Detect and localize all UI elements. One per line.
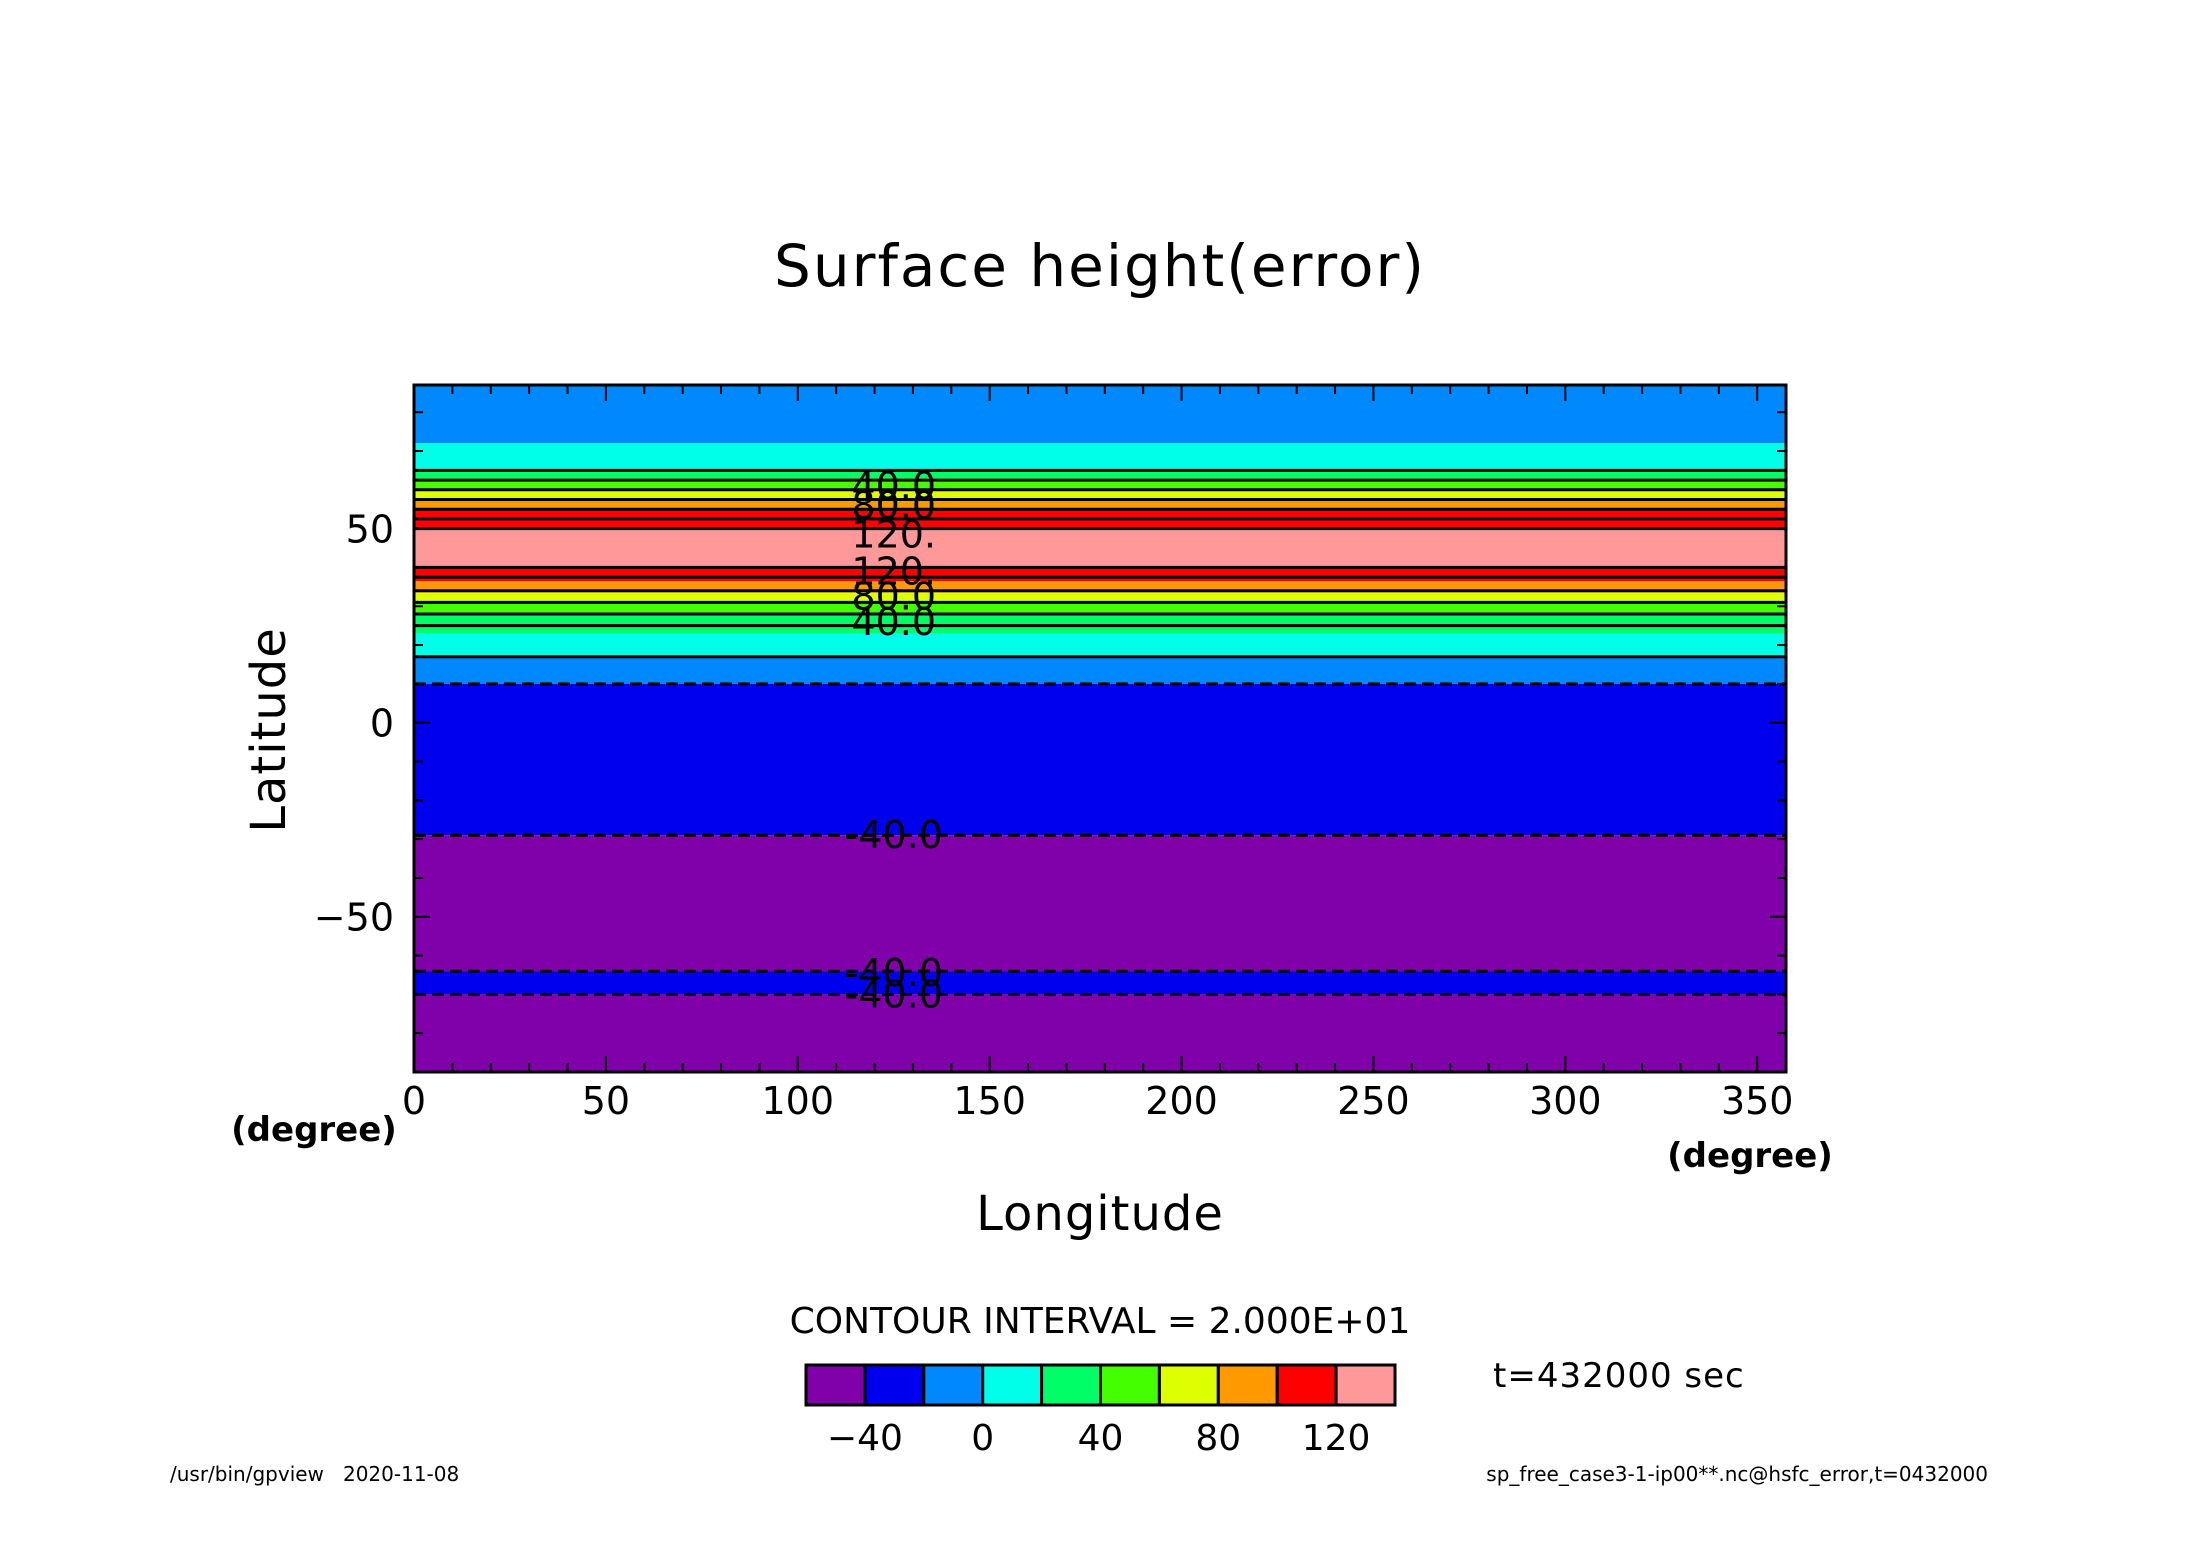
- y-tick-label-50: 50: [346, 508, 394, 552]
- colorbar-tick-label-3: 80: [1195, 1418, 1241, 1459]
- plot-frame: [412, 383, 1788, 1074]
- color-bands: [414, 385, 1786, 1072]
- colorbar-cell-5: [1099, 1363, 1161, 1407]
- band-7: [414, 528, 1786, 568]
- x-unit-label: (degree): [1667, 1136, 1833, 1176]
- x-tick-label-300: 300: [1529, 1079, 1602, 1123]
- contour-interval-label: CONTOUR INTERVAL = 2.000E+01: [790, 1301, 1411, 1342]
- x-tick-label-350: 350: [1721, 1079, 1794, 1123]
- band-11: [414, 602, 1786, 614]
- colorbar: [804, 1363, 1397, 1407]
- time-label: t=432000 sec: [1493, 1356, 1745, 1396]
- band-1: [414, 443, 1786, 471]
- x-tick-label-150: 150: [953, 1079, 1026, 1123]
- colorbar-tick-label-2: 40: [1078, 1418, 1124, 1459]
- band-13: [414, 633, 1786, 657]
- colorbar-tick-label-0: −40: [827, 1418, 903, 1459]
- colorbar-tick-label-4: 120: [1302, 1418, 1371, 1459]
- band-14: [414, 656, 1786, 684]
- colorbar-cell-8: [1275, 1363, 1338, 1407]
- y-axis-label: Latitude: [241, 627, 297, 833]
- band-0: [414, 385, 1786, 444]
- y-unit-label: (degree): [231, 1110, 397, 1150]
- chart-title: Surface height(error): [774, 232, 1426, 300]
- y-tick-label--50: −50: [314, 896, 394, 940]
- band-2: [414, 470, 1786, 481]
- band-17: [414, 971, 1786, 995]
- band-9: [414, 581, 1786, 593]
- band-3: [414, 480, 1786, 490]
- band-18: [414, 994, 1786, 1072]
- x-tick-label-100: 100: [762, 1079, 835, 1123]
- colorbar-cell-1: [863, 1363, 926, 1407]
- band-5: [414, 499, 1786, 510]
- contour-label-2: 120.: [851, 512, 936, 556]
- contour-label-3: 120.: [851, 549, 936, 593]
- footer-right: sp_free_case3-1-ip00**.nc@hsfc_error,t=0…: [1486, 1462, 1988, 1486]
- colorbar-tick-label-1: 0: [971, 1418, 994, 1459]
- colorbar-cell-4: [1040, 1363, 1102, 1407]
- x-tick-labels: 0 50 100 150 200 250 300 350: [402, 1079, 1794, 1123]
- band-16: [414, 835, 1786, 972]
- band-10: [414, 592, 1786, 603]
- contour-label-1: 80.0: [851, 483, 936, 527]
- contour-label-8: -40.0: [845, 972, 943, 1016]
- colorbar-cell-7: [1216, 1363, 1279, 1407]
- band-4: [414, 489, 1786, 500]
- footer-left: /usr/bin/gpview 2020-11-08: [170, 1462, 459, 1486]
- x-tick-label-200: 200: [1145, 1079, 1218, 1123]
- band-8: [414, 567, 1786, 582]
- colorbar-cell-0: [804, 1363, 867, 1407]
- colorbar-cell-3: [981, 1363, 1044, 1407]
- colorbar-cell-9: [1334, 1363, 1397, 1407]
- colorbar-cell-6: [1157, 1363, 1220, 1407]
- contour-lines: [414, 468, 1786, 996]
- band-15: [414, 683, 1786, 836]
- colorbar-tick-labels: −40 0 40 80 120: [827, 1418, 1371, 1459]
- x-axis-label: Longitude: [976, 1186, 1224, 1242]
- colorbar-cell-2: [922, 1363, 985, 1407]
- axis-ticks: [413, 385, 1786, 1073]
- x-tick-label-50: 50: [582, 1079, 630, 1123]
- x-tick-label-0: 0: [402, 1079, 426, 1123]
- y-tick-label-0: 0: [370, 702, 394, 746]
- y-tick-labels: 50 0 −50: [314, 508, 394, 940]
- contour-label-4: 80.0: [851, 575, 936, 619]
- contour-label-7: -40.0: [845, 951, 943, 995]
- contour-label-5: 40.0: [851, 600, 936, 644]
- contour-label-6: -40.0: [845, 813, 943, 857]
- x-tick-label-250: 250: [1337, 1079, 1410, 1123]
- contour-label-0: 40.0: [851, 464, 936, 508]
- band-12: [414, 614, 1786, 634]
